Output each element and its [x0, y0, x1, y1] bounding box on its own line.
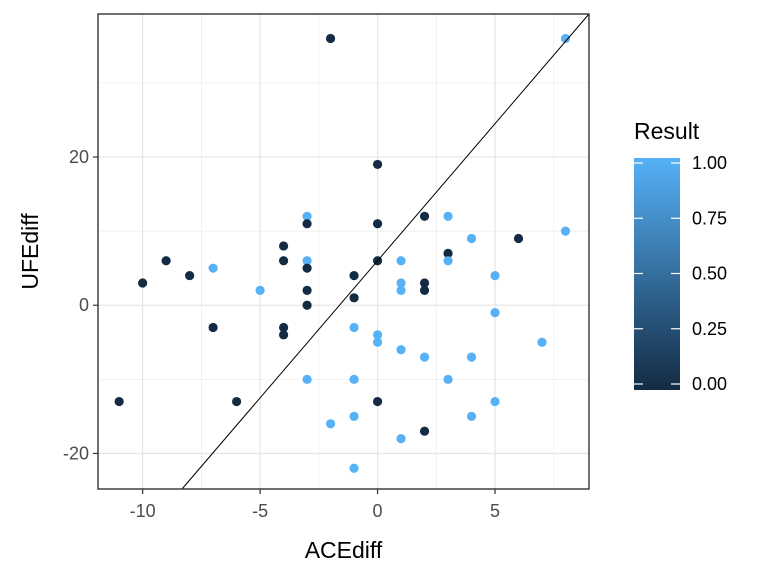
data-point	[278, 322, 289, 333]
data-point	[161, 256, 171, 266]
legend-ticks: 0.00 0.25 0.50 0.75 1.00	[634, 153, 727, 394]
data-point	[372, 330, 383, 340]
data-point	[466, 411, 477, 421]
y-tick-label: -20	[63, 443, 89, 463]
data-point	[255, 285, 265, 296]
x-tick-label: -10	[130, 501, 156, 521]
data-point	[396, 278, 406, 288]
data-point	[138, 278, 148, 288]
data-point	[419, 278, 430, 288]
data-point	[349, 463, 359, 473]
legend-tick-label: 0.50	[692, 264, 727, 284]
data-point	[490, 308, 500, 318]
y-tick-label: 20	[69, 147, 89, 167]
data-point	[466, 233, 477, 244]
reference-line	[181, 13, 590, 490]
data-point	[302, 285, 312, 296]
data-point	[325, 33, 336, 44]
x-axis-ticks: -10 -5 0 5	[130, 489, 500, 521]
data-point	[349, 293, 359, 303]
data-point	[419, 211, 430, 221]
legend-tick-label: 1.00	[692, 153, 727, 173]
data-point	[396, 345, 406, 355]
data-point	[232, 396, 242, 407]
data-point	[349, 270, 359, 281]
legend-tick-label: 0.00	[692, 374, 727, 394]
data-point	[302, 374, 312, 384]
data-point	[302, 219, 312, 229]
data-point	[114, 396, 124, 407]
y-tick-label: 0	[79, 295, 89, 315]
legend: Result 0.00 0.25 0.50 0.75 1.00	[634, 118, 727, 394]
minor-gridlines	[98, 14, 589, 489]
data-point	[372, 219, 383, 229]
x-tick-label: -5	[252, 501, 268, 521]
data-point	[466, 352, 477, 362]
data-point	[302, 300, 312, 310]
data-point	[490, 270, 500, 281]
data-point	[372, 396, 383, 407]
legend-tick-label: 0.25	[692, 319, 727, 339]
y-axis-title: UFEdiff	[17, 213, 43, 290]
data-point	[443, 374, 453, 384]
data-point	[278, 241, 289, 251]
data-point	[490, 396, 500, 407]
data-point	[560, 33, 571, 44]
y-axis-ticks: -20 0 20	[63, 147, 98, 463]
legend-title: Result	[634, 118, 700, 144]
data-point	[560, 226, 571, 236]
panel-border	[97, 13, 590, 490]
x-tick-label: 0	[373, 501, 383, 521]
legend-tick-label: 0.75	[692, 208, 727, 228]
data-point	[443, 256, 453, 266]
panel-background	[98, 14, 589, 489]
x-axis-title: ACEdiff	[305, 537, 383, 563]
data-point	[396, 434, 406, 444]
major-gridlines	[98, 14, 589, 489]
data-point	[208, 263, 218, 273]
data-point	[513, 233, 524, 244]
data-point	[302, 211, 312, 221]
data-point	[185, 270, 195, 281]
data-point	[419, 285, 430, 296]
data-point	[349, 411, 359, 421]
data-point	[419, 426, 430, 436]
data-point	[372, 337, 383, 347]
x-tick-label: 5	[490, 501, 500, 521]
data-point	[372, 159, 383, 170]
data-point	[278, 330, 289, 340]
data-point	[396, 285, 406, 296]
data-point	[325, 419, 336, 429]
data-point	[302, 256, 312, 266]
data-point	[537, 337, 547, 347]
data-point	[208, 322, 218, 333]
data-points	[114, 33, 571, 473]
data-point	[302, 263, 312, 273]
plot-panel	[97, 13, 590, 490]
data-point	[443, 248, 453, 258]
data-point	[349, 322, 359, 333]
data-point	[278, 256, 289, 266]
data-point	[443, 211, 453, 221]
data-point	[419, 352, 430, 362]
data-point	[349, 374, 359, 384]
data-point	[396, 256, 406, 266]
